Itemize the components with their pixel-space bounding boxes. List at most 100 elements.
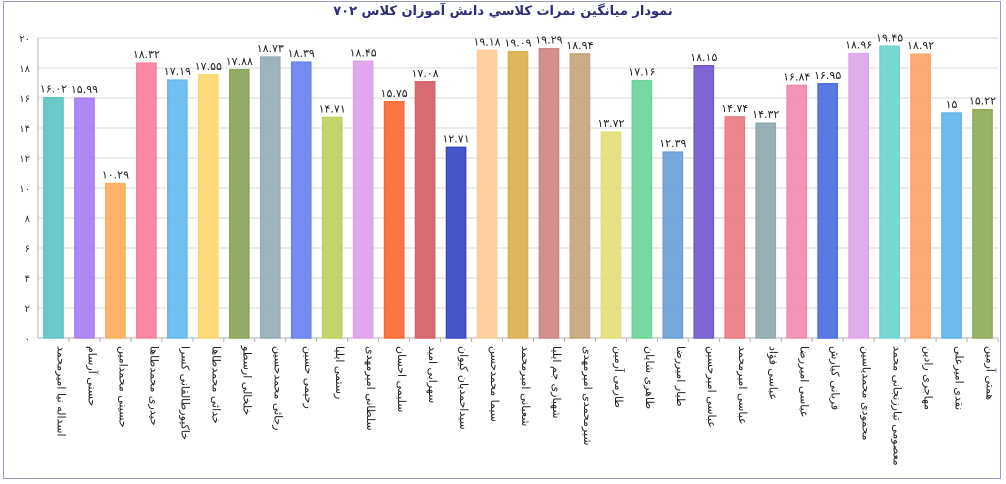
data-label: ۱۸.۹۶ — [845, 39, 872, 52]
bar — [662, 151, 684, 339]
data-label: ۱۵.۲۲ — [969, 95, 996, 108]
bar — [383, 101, 405, 339]
bar — [445, 146, 467, 339]
data-label: ۱۷.۸۸ — [226, 55, 253, 68]
bar — [228, 69, 250, 339]
bar — [600, 131, 622, 339]
data-label: ۱۲.۷۱ — [442, 132, 469, 145]
bar — [259, 56, 281, 339]
bar — [197, 74, 219, 339]
data-label: ۱۶.۰۲ — [40, 83, 67, 96]
x-tick-label: عباسی امیررضا — [798, 346, 811, 417]
bar — [290, 61, 312, 339]
x-tick-label: نقدی امیرعلی — [953, 346, 966, 410]
data-label: ۱۸.۷۳ — [257, 42, 284, 55]
bar — [507, 50, 529, 339]
bar — [724, 116, 746, 339]
x-tick-label: همتی آرمین — [984, 346, 998, 400]
y-tick-label: ۲ — [25, 304, 30, 315]
x-tick-label: سلطانی امیرمهدی — [364, 346, 377, 431]
x-tick-label: رستمی ایلیا — [333, 346, 346, 399]
bar — [693, 65, 715, 339]
data-label: ۱۵.۷۵ — [381, 87, 408, 100]
chart-title: نمودار میانگین نمرات کلاسي دانش آموزان ک… — [333, 4, 673, 19]
y-tick-label: ۲۰ — [19, 34, 30, 45]
x-tick-label: شیرمحمدی امیرمهدی — [581, 346, 594, 446]
bar — [43, 96, 64, 339]
bar — [414, 81, 436, 339]
bar — [136, 62, 157, 339]
bar — [848, 52, 869, 339]
y-tick-label: ۱۸ — [19, 64, 30, 75]
data-label: ۱۲.۳۹ — [659, 137, 686, 150]
x-tick-label: معصومی تبارزنجانی محمد — [891, 346, 904, 466]
data-label: ۱۶.۸۴ — [783, 70, 810, 83]
data-label: ۱۸.۹۴ — [566, 39, 593, 52]
x-tick-label: قربانی کیارش — [829, 346, 842, 410]
data-label: ۱۰.۲۹ — [102, 169, 129, 182]
y-tick-label: ۱۰ — [19, 184, 30, 195]
x-tick-label: حسینی محمدامین — [116, 346, 129, 428]
y-tick-label: ۱۴ — [19, 124, 30, 135]
data-label: ۱۸.۹۲ — [907, 39, 934, 52]
data-label: ۱۹.۱۸ — [473, 35, 500, 48]
x-tick-label: شعبانی امیرمحمد — [519, 346, 532, 426]
x-tick-label: خاکپورطالقانی کسرا — [178, 346, 191, 440]
bar — [321, 116, 343, 339]
data-label: ۱۷.۰۸ — [412, 67, 439, 80]
x-tick-label: خدائی محمدطاها — [209, 346, 222, 424]
y-tick-label: ۸ — [25, 214, 31, 225]
x-tick-label: عباسی امیرحسین — [705, 346, 718, 428]
x-tick-label: سیما محمدحسن — [488, 346, 501, 422]
data-label: ۱۴.۳۲ — [752, 108, 779, 121]
y-tick-label: ۱۶ — [19, 94, 30, 105]
data-label: ۱۸.۴۵ — [350, 46, 377, 59]
x-tick-label: خلخالی ارسطو — [240, 345, 253, 415]
bar — [352, 60, 374, 339]
data-label: ۱۸.۳۹ — [288, 47, 315, 60]
x-tick-label: عباسی امیرمحمد — [736, 346, 749, 425]
x-tick-label: اسداله نیا امیرمحمد — [54, 346, 67, 437]
data-label: ۱۵.۹۹ — [71, 83, 98, 96]
bar — [105, 182, 126, 339]
data-label: ۱۹.۰۹ — [504, 37, 531, 50]
bar — [569, 53, 591, 339]
x-tick-label: سهرابی امید — [426, 346, 439, 403]
x-tick-label: طاهری شایان — [643, 346, 656, 409]
data-label: ۱۷.۱۹ — [164, 65, 191, 78]
x-tick-label: حسنی آرسام — [85, 346, 99, 406]
data-label: ۱۷.۱۶ — [628, 66, 655, 79]
x-tick-label: مهاجری رادین — [922, 346, 935, 410]
data-label: ۱۵ — [946, 98, 958, 111]
y-tick-label: ۱۲ — [19, 154, 30, 165]
x-tick-label: حیدری محمدطاها — [147, 346, 160, 426]
x-tick-label: سیداحمدیان کیوان — [457, 346, 470, 430]
bar — [879, 45, 900, 339]
data-label: ۱۸.۳۲ — [133, 48, 160, 61]
y-tick-label: ۴ — [25, 274, 30, 285]
x-tick-label: سلیمی احسان — [395, 346, 408, 412]
x-tick-label: محمودی محمدیاسین — [860, 346, 873, 441]
data-label: ۱۸.۱۵ — [690, 51, 717, 64]
data-label: ۱۴.۷۱ — [319, 102, 346, 115]
x-tick-label: رجائی محمدحسین — [271, 346, 284, 431]
data-label: ۱۶.۹۵ — [814, 69, 841, 82]
x-tick-label: شهبازی جم ایلیا — [550, 346, 563, 418]
data-label: ۱۳.۷۲ — [597, 117, 624, 130]
bar — [631, 79, 653, 339]
bar — [755, 122, 777, 339]
bar — [476, 49, 498, 339]
x-tick-label: طیار امیررضا — [674, 346, 687, 407]
y-tick-label: ۶ — [25, 244, 30, 255]
x-tick-label: عباسی فؤاد — [767, 346, 780, 400]
data-label: ۱۴.۷۴ — [721, 102, 748, 115]
bar — [941, 112, 962, 339]
x-tick-label: رحیمی حسین — [302, 346, 315, 409]
data-label: ۱۹.۴۵ — [876, 31, 903, 44]
bar — [538, 47, 560, 339]
data-label: ۱۷.۵۵ — [195, 60, 222, 73]
x-tick-label: طارمی آرمین — [612, 346, 626, 408]
bar — [817, 83, 839, 339]
bar — [167, 79, 188, 339]
